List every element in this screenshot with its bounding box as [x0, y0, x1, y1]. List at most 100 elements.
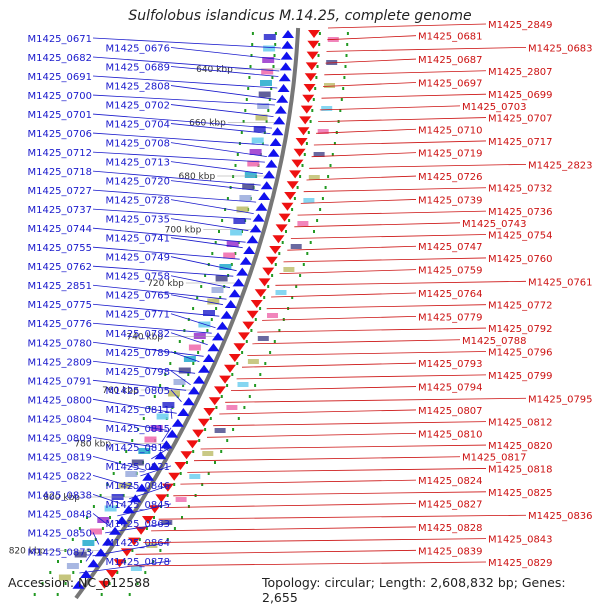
ring-tick-2 [100, 593, 103, 596]
left-gene-label: M1425_0814 [105, 443, 170, 454]
kbp-tick-label: 800 kbp [43, 493, 80, 503]
genome-backbone [74, 27, 301, 600]
ring-tick-2 [215, 406, 218, 409]
left-gene-leader [170, 142, 267, 157]
ring-tick-0 [164, 373, 167, 376]
gene-arrow-left [87, 559, 100, 568]
gene-arrow-left [273, 116, 286, 125]
ring-tick-2 [303, 153, 306, 156]
right-gene-leader [313, 140, 487, 146]
ring-tick-0 [99, 494, 102, 497]
gene-arrow-right [203, 408, 216, 416]
feature-tile-left [247, 160, 260, 167]
right-gene-label: M1425_0799 [488, 371, 553, 382]
feature-tile-left [233, 218, 246, 224]
ring-tick-0 [204, 274, 207, 277]
gene-arrow-right [242, 321, 255, 330]
left-gene-label: M1425_0791 [27, 376, 92, 387]
right-gene-label: M1425_0743 [462, 219, 527, 230]
kbp-tick-label: 640 kbp [196, 65, 233, 75]
right-gene-label: M1425_0710 [418, 125, 483, 136]
left-gene-label: M1425_0771 [105, 310, 170, 321]
ring-tick-3 [248, 395, 251, 398]
ring-tick-3 [316, 219, 319, 222]
right-gene-label: M1425_0732 [488, 184, 553, 195]
gene-arrow-left [216, 321, 229, 330]
gene-arrow-left [220, 310, 233, 319]
ring-tick-3 [269, 351, 272, 354]
left-gene-leader [92, 303, 220, 317]
right-gene-leader [327, 23, 487, 29]
ring-tick-2 [315, 76, 318, 79]
feature-tile-left [131, 459, 144, 466]
feature-tile-left [183, 356, 196, 362]
left-gene-leader [92, 75, 278, 89]
left-gene-label: M1425_0700 [27, 91, 92, 102]
left-gene-label: M1425_0863 [105, 519, 170, 530]
right-gene-label: M1425_0681 [418, 32, 483, 43]
kbp-tick-label: 740 kbp [126, 333, 163, 343]
gene-arrow-right [300, 105, 313, 114]
ring-tick-0 [71, 538, 74, 541]
ring-tick-2 [186, 461, 188, 464]
gene-arrow-left [80, 570, 93, 578]
left-gene-label: M1425_0706 [27, 129, 92, 140]
left-gene-leader [92, 341, 204, 357]
ring-tick-2 [108, 582, 111, 585]
left-gene-leader [79, 560, 172, 574]
ring-tick-3 [291, 296, 294, 299]
left-gene-label: M1425_0735 [105, 215, 170, 226]
left-gene-label: M1425_0819 [27, 452, 92, 463]
ring-tick-3 [313, 230, 315, 233]
right-gene-label: M1425_0754 [488, 231, 553, 242]
gene-arrow-right [106, 570, 119, 578]
feature-tile-left [230, 229, 243, 236]
ring-tick-2 [209, 417, 212, 420]
ring-tick-3 [278, 329, 281, 332]
ring-tick-3 [321, 197, 324, 200]
ring-tick-1 [265, 120, 268, 123]
right-gene-label: M1425_0736 [488, 207, 553, 218]
gene-arrow-left [187, 386, 200, 395]
gene-arrow-right [186, 440, 199, 449]
feature-tile-left [261, 68, 274, 75]
ring-tick-0 [33, 593, 36, 596]
gene-arrow-right [304, 73, 317, 82]
ring-tick-2 [153, 516, 155, 519]
left-gene-leader [170, 408, 173, 419]
left-gene-label: M1425_0758 [105, 272, 170, 283]
ring-tick-0 [226, 197, 229, 200]
left-gene-label: M1425_0846 [105, 481, 170, 492]
ring-tick-2 [236, 362, 239, 365]
right-gene-label: M1425_0772 [488, 301, 553, 312]
gene-arrow-left [243, 246, 256, 254]
right-gene-label: M1425_0719 [418, 149, 483, 160]
right-gene-leader [127, 561, 487, 567]
gene-arrow-left [232, 278, 245, 287]
ring-tick-3 [329, 164, 332, 167]
left-gene-leader [140, 465, 172, 477]
left-gene-leader [170, 104, 274, 117]
ring-tick-0 [200, 285, 203, 288]
gene-arrow-left [207, 343, 220, 352]
feature-tile-right [283, 267, 295, 272]
feature-tile-right [257, 336, 269, 341]
feature-tile-right [308, 175, 320, 180]
ring-tick-3 [173, 527, 176, 530]
left-gene-label: M1425_0789 [105, 348, 170, 359]
left-gene-label: M1425_0848 [27, 509, 92, 520]
left-gene-label: M1425_0805 [105, 386, 170, 397]
right-gene-label: M1425_0827 [418, 500, 483, 511]
right-gene-leader [287, 245, 417, 251]
gene-arrow-left [177, 408, 190, 416]
left-gene-label: M1425_0701 [27, 110, 92, 121]
left-gene-label: M1425_0838 [27, 490, 92, 501]
gene-arrow-left [154, 451, 167, 460]
left-gene-leader [85, 551, 94, 562]
gene-arrow-right [281, 202, 294, 211]
ring-tick-2 [299, 175, 302, 178]
right-gene-leader [247, 351, 487, 356]
right-gene-leader [252, 339, 461, 345]
left-gene-label: M1425_0878 [105, 557, 170, 568]
ring-tick-3 [232, 428, 235, 431]
